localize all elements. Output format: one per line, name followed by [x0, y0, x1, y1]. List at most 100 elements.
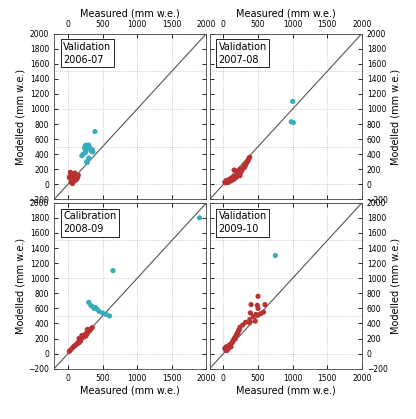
- Point: [82, 149, 89, 156]
- Point: [235, 171, 241, 178]
- Point: [244, 159, 250, 166]
- Point: [228, 340, 235, 347]
- Point: [260, 309, 267, 316]
- Point: [246, 319, 253, 326]
- Point: [70, 171, 77, 178]
- Point: [233, 331, 240, 338]
- Point: [223, 177, 230, 184]
- Text: Validation
2006-07: Validation 2006-07: [63, 42, 111, 65]
- Point: [87, 326, 94, 333]
- Point: [73, 176, 79, 183]
- Point: [76, 335, 82, 342]
- Point: [89, 324, 96, 331]
- Point: [242, 164, 248, 171]
- Point: [225, 346, 232, 352]
- Point: [68, 175, 75, 182]
- Point: [84, 326, 91, 333]
- Point: [246, 316, 253, 323]
- Point: [68, 179, 74, 186]
- Point: [99, 310, 106, 316]
- Point: [81, 332, 87, 339]
- Text: Validation
2009-10: Validation 2009-10: [219, 211, 267, 234]
- Point: [225, 342, 232, 349]
- Point: [231, 167, 238, 173]
- Point: [290, 119, 297, 126]
- Point: [241, 163, 248, 170]
- Point: [258, 310, 264, 317]
- Point: [84, 159, 91, 166]
- Point: [84, 142, 91, 149]
- Point: [242, 319, 249, 326]
- Point: [71, 343, 77, 349]
- Point: [70, 172, 77, 178]
- Point: [85, 144, 92, 151]
- Point: [77, 337, 83, 344]
- Point: [255, 312, 261, 318]
- Point: [71, 176, 77, 182]
- Text: Calibration
2008-09: Calibration 2008-09: [63, 211, 116, 234]
- Point: [82, 331, 89, 338]
- Point: [222, 179, 229, 186]
- Point: [228, 344, 234, 350]
- Y-axis label: Modelled (mm w.e.): Modelled (mm w.e.): [15, 238, 25, 334]
- Point: [87, 326, 94, 332]
- Point: [83, 158, 90, 165]
- Point: [67, 173, 74, 180]
- Point: [225, 179, 232, 186]
- Point: [76, 339, 82, 346]
- Point: [85, 299, 92, 306]
- Point: [110, 267, 116, 274]
- Point: [75, 172, 82, 178]
- Point: [236, 326, 243, 333]
- Point: [69, 173, 76, 180]
- Point: [75, 339, 82, 346]
- Point: [83, 329, 90, 336]
- Point: [89, 146, 96, 153]
- Point: [89, 303, 96, 310]
- Point: [92, 128, 98, 135]
- Point: [87, 146, 94, 153]
- Point: [224, 179, 231, 186]
- Point: [83, 142, 89, 148]
- Point: [72, 173, 79, 180]
- Point: [92, 304, 99, 311]
- Point: [81, 333, 88, 340]
- Point: [233, 168, 240, 175]
- X-axis label: Measured (mm w.e.): Measured (mm w.e.): [80, 9, 180, 19]
- Point: [237, 172, 243, 179]
- Point: [245, 157, 252, 163]
- Point: [85, 155, 92, 161]
- Point: [234, 172, 240, 178]
- Point: [77, 338, 84, 344]
- Point: [253, 311, 259, 318]
- Point: [240, 322, 246, 328]
- Point: [227, 341, 234, 348]
- Point: [254, 302, 261, 309]
- Point: [234, 330, 240, 336]
- Point: [82, 142, 89, 149]
- Point: [96, 308, 102, 315]
- X-axis label: Measured (mm w.e.): Measured (mm w.e.): [80, 385, 180, 396]
- Point: [85, 328, 92, 335]
- Point: [74, 340, 81, 347]
- Point: [289, 98, 296, 105]
- Point: [85, 328, 92, 335]
- Point: [78, 336, 84, 342]
- Point: [233, 174, 239, 181]
- Point: [229, 339, 236, 346]
- Point: [89, 149, 96, 155]
- Point: [84, 330, 91, 337]
- Point: [244, 158, 251, 165]
- Point: [232, 336, 238, 342]
- Point: [238, 169, 244, 176]
- X-axis label: Measured (mm w.e.): Measured (mm w.e.): [236, 9, 336, 19]
- Point: [79, 153, 85, 159]
- Point: [72, 342, 79, 349]
- Point: [246, 154, 253, 160]
- Point: [80, 151, 87, 158]
- Point: [223, 178, 230, 185]
- Point: [240, 165, 246, 172]
- Point: [91, 305, 98, 312]
- Y-axis label: Modelled (mm w.e.): Modelled (mm w.e.): [391, 238, 401, 334]
- Point: [85, 142, 92, 148]
